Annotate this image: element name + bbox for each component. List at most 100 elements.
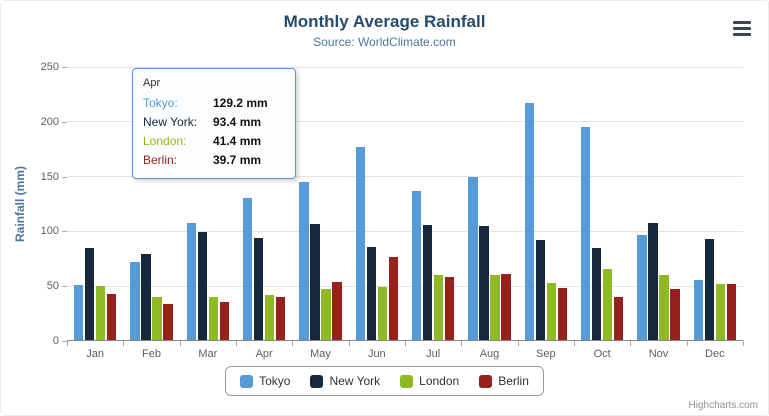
- bar-london-sep[interactable]: [546, 282, 557, 340]
- x-axis-label: Jul: [426, 348, 441, 360]
- bar-tokyo-aug[interactable]: [468, 177, 478, 340]
- tooltip-row: Tokyo: 129.2 mm: [143, 94, 285, 113]
- tooltip: Apr Tokyo: 129.2 mm New York: 93.4 mm London…: [132, 68, 296, 179]
- bar-tokyo-jan[interactable]: [73, 285, 84, 340]
- y-axis-tick: [62, 231, 67, 233]
- bar-tokyo-feb[interactable]: [130, 261, 140, 340]
- y-axis-label: 200: [40, 115, 59, 128]
- y-gridline: [67, 66, 743, 68]
- bar-berlin-mar[interactable]: [219, 302, 230, 340]
- bar-berlin-oct[interactable]: [613, 297, 624, 340]
- bar-new-york-aug[interactable]: [479, 225, 489, 340]
- bar-tokyo-dec[interactable]: [693, 280, 704, 340]
- bar-london-dec[interactable]: [715, 283, 726, 340]
- x-axis-tick: [236, 341, 237, 346]
- tooltip-value: 39.7 mm: [213, 153, 262, 167]
- bar-new-york-mar[interactable]: [197, 232, 208, 340]
- y-axis-tick: [62, 286, 67, 288]
- x-axis-tick: [630, 341, 631, 346]
- tooltip-value: 93.4 mm: [213, 115, 262, 129]
- tooltip-series-label: London:: [143, 134, 187, 148]
- legend-item-london[interactable]: London: [400, 374, 459, 388]
- bar-new-york-jul[interactable]: [422, 224, 433, 340]
- bar-london-nov[interactable]: [659, 275, 669, 340]
- bar-new-york-jan[interactable]: [84, 248, 95, 340]
- x-axis-tick: [67, 341, 68, 346]
- export-menu-button[interactable]: [730, 20, 754, 37]
- legend-item-tokyo[interactable]: Tokyo: [240, 374, 290, 388]
- legend-wrap: Tokyo New York London Berlin: [1, 366, 768, 396]
- x-axis-tick: [574, 341, 575, 346]
- x-axis-label: Oct: [593, 348, 611, 360]
- bar-berlin-dec[interactable]: [726, 284, 737, 340]
- bar-berlin-sep[interactable]: [557, 287, 568, 340]
- bar-berlin-feb[interactable]: [163, 303, 173, 340]
- tooltip-series-label: Tokyo:: [143, 96, 178, 110]
- legend-label: Berlin: [498, 374, 529, 388]
- bar-london-jun[interactable]: [377, 287, 388, 340]
- y-axis-tick: [62, 67, 67, 68]
- bar-new-york-feb[interactable]: [141, 253, 151, 340]
- x-axis-label: Aug: [479, 348, 500, 360]
- tooltip-series-label: Berlin:: [143, 153, 178, 167]
- bar-berlin-jul[interactable]: [444, 277, 455, 340]
- chart-subtitle: Source: WorldClimate.com: [313, 35, 456, 49]
- legend-label: London: [419, 374, 460, 388]
- y-axis-label: 50: [46, 280, 59, 293]
- bar-new-york-jun[interactable]: [366, 247, 377, 340]
- bar-london-oct[interactable]: [602, 268, 613, 340]
- bar-tokyo-jun[interactable]: [355, 147, 366, 340]
- bar-berlin-jun[interactable]: [388, 257, 399, 340]
- bar-tokyo-sep[interactable]: [524, 102, 535, 340]
- bar-berlin-nov[interactable]: [670, 288, 680, 340]
- bar-tokyo-nov[interactable]: [637, 235, 647, 340]
- bar-new-york-dec[interactable]: [704, 238, 715, 340]
- legend-item-new-york[interactable]: New York: [310, 374, 380, 388]
- bar-new-york-oct[interactable]: [591, 248, 602, 340]
- y-gridline: [67, 230, 743, 232]
- bar-tokyo-mar[interactable]: [186, 223, 197, 340]
- x-axis-tick: [349, 341, 350, 346]
- chart-title: Monthly Average Rainfall: [283, 12, 486, 31]
- y-gridline: [67, 121, 743, 123]
- y-axis-title: Rainfall (mm): [13, 166, 27, 243]
- bar-london-feb[interactable]: [152, 297, 162, 340]
- bar-berlin-jan[interactable]: [106, 293, 117, 340]
- x-axis-label: Sep: [536, 348, 556, 360]
- bar-london-may[interactable]: [321, 288, 331, 340]
- x-axis-tick: [687, 341, 688, 346]
- bar-london-aug[interactable]: [490, 274, 500, 340]
- y-axis-label: 250: [40, 61, 59, 73]
- y-axis-label: 0: [52, 335, 59, 347]
- x-axis-label: Jan: [86, 348, 105, 360]
- y-axis-label: 100: [40, 225, 59, 238]
- bar-tokyo-jul[interactable]: [411, 191, 422, 340]
- bar-berlin-may[interactable]: [332, 282, 342, 340]
- legend-label: Tokyo: [259, 374, 291, 388]
- legend-item-berlin[interactable]: Berlin: [479, 374, 529, 388]
- x-axis-tick: [405, 341, 406, 346]
- bar-tokyo-oct[interactable]: [580, 127, 591, 340]
- credits-link[interactable]: Highcharts.com: [688, 400, 758, 411]
- bar-london-jan[interactable]: [95, 286, 106, 340]
- bar-new-york-sep[interactable]: [535, 240, 546, 340]
- bar-berlin-apr[interactable]: [275, 296, 286, 340]
- tooltip-value: 41.4 mm: [213, 134, 262, 148]
- bar-new-york-apr[interactable]: [253, 237, 264, 340]
- bar-london-jul[interactable]: [433, 275, 444, 340]
- tooltip-rows: Tokyo: 129.2 mm New York: 93.4 mm London: 41.…: [143, 94, 285, 170]
- x-axis-label: Apr: [255, 348, 273, 360]
- bar-tokyo-may[interactable]: [299, 182, 309, 340]
- y-axis-tick: [62, 121, 67, 123]
- legend: Tokyo New York London Berlin: [225, 366, 544, 396]
- bar-london-apr[interactable]: [264, 294, 275, 340]
- bar-tokyo-apr[interactable]: [242, 198, 253, 340]
- x-axis-tick: [292, 341, 293, 346]
- x-axis-label: Mar: [198, 348, 218, 360]
- bar-berlin-aug[interactable]: [501, 273, 511, 340]
- x-axis-label: May: [310, 348, 331, 360]
- bar-london-mar[interactable]: [208, 296, 219, 340]
- x-axis-tick: [518, 341, 519, 346]
- bar-new-york-nov[interactable]: [648, 223, 658, 340]
- bar-new-york-may[interactable]: [310, 223, 320, 340]
